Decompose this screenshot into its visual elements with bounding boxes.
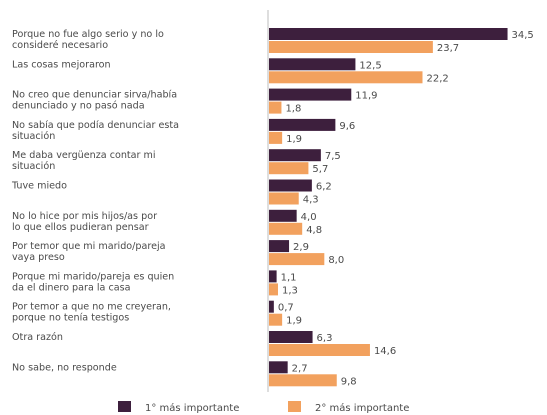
legend-swatch-series-2 (288, 401, 301, 412)
data-label-series-1: 9,6 (339, 121, 355, 132)
data-label-series-1: 12,5 (359, 60, 381, 71)
data-label-series-2: 14,6 (374, 346, 396, 357)
bars: 34,5 23,7 12,5 22,2 11,9 1,8 9,6 1,9 7,5 5,7 6,2 4,… (269, 28, 534, 387)
category-label: No creo que denunciar sirva/había (12, 89, 177, 101)
bar-series-2 (269, 313, 283, 326)
data-label-series-2: 22,2 (426, 73, 448, 84)
bar-series-2 (269, 222, 303, 235)
data-label-series-1: 34,5 (512, 30, 534, 41)
data-label-series-1: 6,3 (317, 333, 333, 344)
category-label: situación (12, 160, 55, 172)
bar-series-2 (269, 192, 299, 205)
category-label: No sabía que podía denunciar esta (12, 119, 179, 131)
category-label: Tuve miedo (11, 181, 67, 192)
data-label-series-1: 2,7 (292, 363, 308, 374)
bar-series-1 (269, 179, 312, 192)
data-label-series-1: 0,7 (278, 303, 294, 314)
bar-series-1 (269, 270, 277, 283)
bar-series-2 (269, 253, 325, 266)
category-label: da el dinero para la casa (12, 282, 131, 293)
bar-series-2 (269, 131, 283, 144)
category-label: No lo hice por mis hijos/as por (12, 211, 157, 222)
bar-series-1 (269, 240, 290, 253)
category-label: No sabe, no responde (12, 362, 117, 373)
category-label: lo que ellos pudieran pensar (12, 222, 149, 233)
data-label-series-1: 7,5 (325, 151, 341, 162)
category-label: consideré necesario (12, 39, 108, 51)
bar-series-2 (269, 162, 309, 175)
data-label-series-1: 6,2 (316, 182, 332, 193)
legend: 1° más importante 2° más importante (118, 401, 409, 414)
bar-series-1 (269, 149, 321, 162)
category-label: porque no tenía testigos (12, 312, 129, 324)
bar-series-1 (269, 118, 336, 131)
bar-series-1 (269, 300, 274, 313)
legend-label-series-1: 1° más importante (145, 402, 239, 414)
legend-swatch-series-1 (118, 401, 131, 412)
data-label-series-2: 4,8 (306, 225, 322, 236)
bar-series-2 (269, 283, 278, 296)
data-label-series-2: 9,8 (341, 376, 357, 387)
bar-series-2 (269, 344, 370, 356)
category-label: vaya preso (12, 252, 65, 263)
data-label-series-1: 1,1 (281, 272, 297, 283)
bar-series-1 (269, 361, 288, 374)
data-label-series-2: 8,0 (328, 255, 344, 266)
data-label-series-1: 2,9 (293, 242, 309, 253)
bar-series-1 (269, 209, 297, 222)
data-label-series-2: 1,8 (285, 104, 301, 115)
bar-series-2 (269, 41, 433, 53)
category-label: Me daba vergüenza contar mi (12, 150, 156, 161)
data-label-series-2: 1,9 (286, 316, 302, 327)
data-label-series-2: 1,3 (282, 285, 298, 296)
data-label-series-1: 11,9 (355, 91, 377, 102)
category-label: Por temor que mi marido/pareja (12, 241, 166, 252)
category-label: Porque mi marido/pareja es quien (12, 271, 174, 282)
category-labels: Porque no fue algo serio y no loconsider… (11, 29, 179, 373)
bar-series-1 (269, 331, 313, 343)
data-label-series-2: 23,7 (437, 43, 459, 54)
data-label-series-1: 4,0 (301, 212, 317, 223)
legend-label-series-2: 2° más importante (315, 402, 409, 414)
category-label: Por temor a que no me creyeran, (12, 302, 171, 313)
bar-series-2 (269, 101, 282, 114)
bar-series-1 (269, 58, 356, 71)
category-label: Las cosas mejoraron (12, 59, 111, 70)
data-label-series-2: 5,7 (312, 164, 328, 175)
category-label: Porque no fue algo serio y no lo (12, 29, 164, 40)
category-label: denunciado y no pasó nada (12, 100, 145, 112)
bar-series-1 (269, 88, 352, 101)
category-label: situación (12, 130, 55, 142)
category-label: Otra razón (12, 331, 63, 343)
data-label-series-2: 4,3 (303, 195, 319, 206)
data-label-series-2: 1,9 (286, 134, 302, 145)
bar-series-1 (269, 28, 508, 40)
bar-series-2 (269, 71, 423, 84)
bar-series-2 (269, 374, 337, 387)
